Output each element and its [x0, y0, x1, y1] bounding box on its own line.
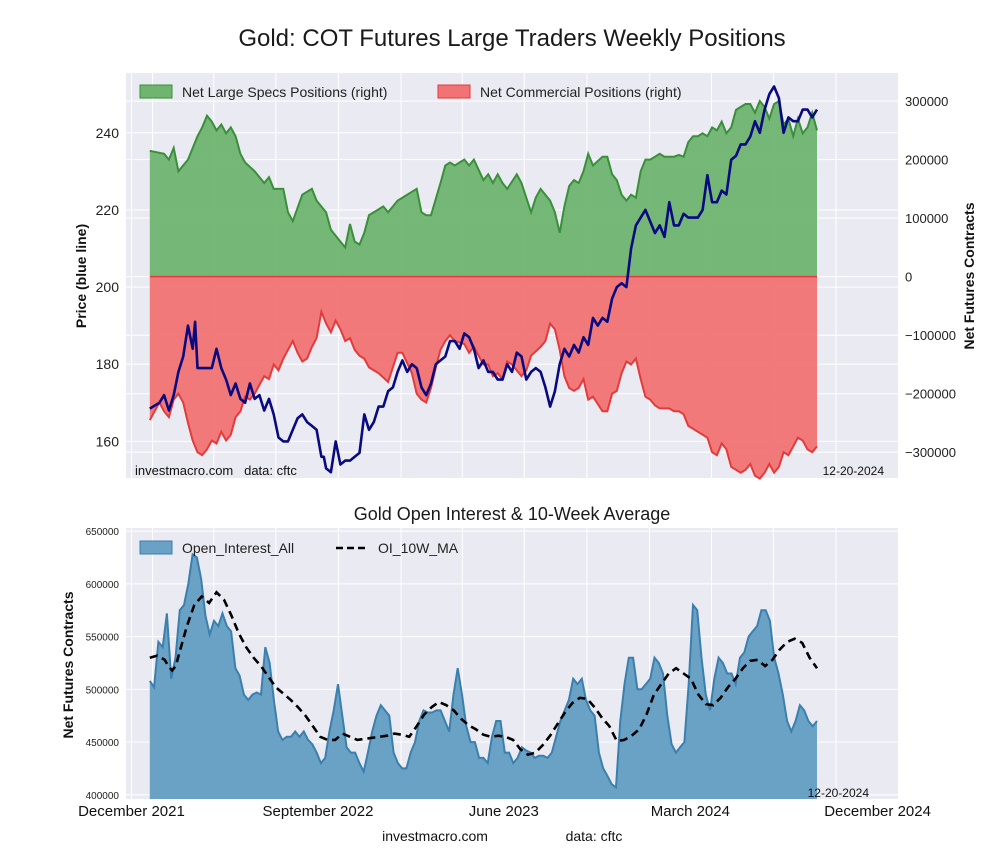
bottom-left-tick-label: 550000 — [86, 633, 120, 644]
top-left-axis-ticks: 160 180 200 220 240 — [96, 125, 120, 450]
top-watermark: investmacro.com data: cftc — [135, 463, 297, 478]
legend-label-ma: OI_10W_MA — [378, 540, 459, 556]
x-tick-label: June 2023 — [469, 803, 539, 820]
oi-10w-ma-line — [149, 590, 819, 757]
top-price-line — [149, 85, 819, 474]
legend-label-comm: Net Commercial Positions (right) — [480, 84, 682, 100]
top-left-axis-label: Price (blue line) — [73, 224, 89, 328]
bottom-series — [148, 552, 819, 799]
top-right-tick-label: −200000 — [905, 387, 956, 402]
bottom-date-stamp: 12-20-2024 — [808, 786, 870, 800]
bottom-left-tick-label: 600000 — [86, 580, 120, 591]
top-left-tick-label: 200 — [96, 279, 120, 295]
bottom-left-tick-label: 500000 — [86, 685, 120, 696]
top-legend: Net Large Specs Positions (right) Net Co… — [139, 84, 682, 100]
bottom-left-tick-label: 450000 — [86, 738, 120, 749]
top-right-tick-label: 200000 — [905, 153, 948, 168]
bottom-left-axis-label: Net Futures Contracts — [60, 591, 76, 738]
top-right-tick-label: −300000 — [905, 445, 956, 460]
top-left-tick-label: 160 — [96, 433, 120, 449]
legend-label-specs: Net Large Specs Positions (right) — [182, 84, 387, 100]
x-tick-label: December 2021 — [78, 803, 185, 820]
specs-line — [149, 99, 818, 250]
open-interest-line — [148, 552, 818, 790]
cot-positions-chart: 160 180 200 220 240 300000 200000 100000 0 −1000… — [73, 73, 977, 480]
top-right-axis-label: Net Futures Contracts — [961, 202, 977, 349]
bottom-left-tick-label: 650000 — [86, 527, 120, 538]
x-tick-label: December 2024 — [824, 803, 931, 820]
top-left-tick-label: 220 — [96, 202, 120, 218]
open-interest-chart: Gold Open Interest & 10-Week Average 400… — [60, 504, 931, 820]
figure-title: Gold: COT Futures Large Traders Weekly P… — [238, 25, 785, 52]
top-right-tick-label: 300000 — [905, 94, 948, 109]
top-right-axis-ticks: 300000 200000 100000 0 −100000 −200000 −300000 — [905, 94, 956, 460]
x-tick-label: March 2024 — [651, 803, 730, 820]
bottom-legend: Open_Interest_All OI_10W_MA — [139, 540, 459, 556]
footer-site: investmacro.com — [382, 828, 488, 844]
top-right-tick-label: 100000 — [905, 211, 948, 226]
x-tick-label: September 2022 — [263, 803, 374, 820]
top-right-tick-label: −100000 — [905, 328, 956, 343]
specs-area — [149, 101, 818, 277]
open-interest-area — [149, 554, 818, 799]
bottom-left-axis-ticks: 400000 450000 500000 550000 600000 650000 — [86, 527, 120, 802]
legend-swatch-specs — [139, 84, 173, 99]
legend-swatch-oi — [139, 540, 173, 555]
price-line — [149, 85, 819, 474]
bottom-left-tick-label: 400000 — [86, 791, 120, 802]
bottom-chart-title: Gold Open Interest & 10-Week Average — [354, 504, 671, 524]
top-date-stamp: 12-20-2024 — [823, 464, 885, 478]
legend-label-oi: Open_Interest_All — [182, 540, 294, 556]
top-right-tick-label: 0 — [905, 270, 912, 285]
top-left-tick-label: 180 — [96, 356, 120, 372]
bottom-x-axis-ticks: December 2021 September 2022 June 2023 Marc… — [78, 803, 931, 820]
footer-source: data: cftc — [566, 828, 623, 844]
legend-swatch-comm — [437, 84, 471, 99]
commercial-area — [149, 276, 818, 479]
top-left-tick-label: 240 — [96, 125, 120, 141]
